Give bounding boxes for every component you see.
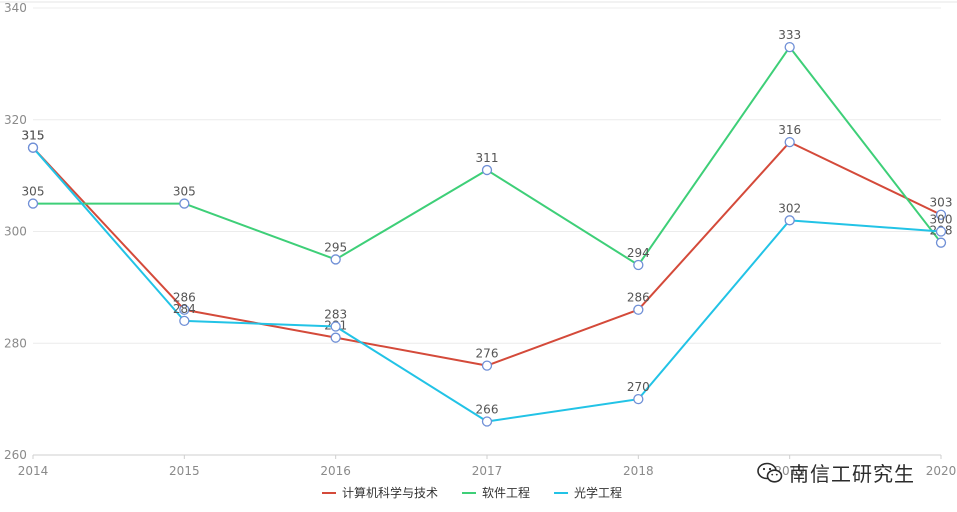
legend-label: 光学工程 xyxy=(574,485,622,500)
data-point xyxy=(330,321,341,332)
data-label: 311 xyxy=(476,151,499,165)
data-point xyxy=(633,304,644,315)
data-point xyxy=(784,215,795,226)
x-tick-label: 2018 xyxy=(623,464,654,478)
data-label: 315 xyxy=(22,129,45,143)
data-point xyxy=(633,393,644,405)
y-tick-label: 320 xyxy=(4,113,27,127)
data-point xyxy=(784,41,795,53)
data-label: 266 xyxy=(476,402,499,416)
data-point xyxy=(935,209,947,220)
data-label: 305 xyxy=(173,185,196,199)
data-label: 333 xyxy=(778,28,801,42)
series-line xyxy=(32,141,942,367)
data-point xyxy=(481,164,493,176)
grid-lines xyxy=(0,1,957,344)
series-3: 315 284 283 266 270 302 300 xyxy=(22,129,953,427)
x-tick-label: 2020 xyxy=(926,464,957,478)
data-point xyxy=(27,142,39,153)
data-point xyxy=(481,416,493,427)
x-tick-labels: 2014 2015 2016 2017 2018 2019 2020 xyxy=(18,464,957,478)
legend-label: 计算机科学与技术 xyxy=(342,485,438,500)
data-point xyxy=(935,226,947,237)
watermark: 南信工研究生 xyxy=(757,458,915,487)
y-tick-labels: 260 280 300 320 340 xyxy=(4,1,27,462)
data-label: 302 xyxy=(778,201,801,215)
legend-item-3[interactable]: 光学工程 xyxy=(554,485,622,500)
data-point xyxy=(330,254,341,265)
data-label: 305 xyxy=(22,185,45,199)
series-1: 315286281276286316303 xyxy=(22,123,953,371)
x-tick-label: 2017 xyxy=(472,464,503,478)
data-point xyxy=(179,315,190,327)
data-label: 286 xyxy=(627,291,650,305)
legend-item-1[interactable]: 计算机科学与技术 xyxy=(322,485,438,500)
data-point xyxy=(784,136,795,148)
y-tick-label: 300 xyxy=(4,225,27,239)
data-label: 286 xyxy=(173,291,196,305)
axes xyxy=(32,454,942,459)
series-lines: 3152862812762863163033053052953112943332… xyxy=(22,28,953,427)
legend-item-2[interactable]: 软件工程 xyxy=(462,485,530,500)
series-line xyxy=(32,147,942,423)
x-tick-label: 2014 xyxy=(18,464,49,478)
legend-label: 软件工程 xyxy=(482,485,530,500)
data-point xyxy=(633,259,644,271)
watermark-text: 南信工研究生 xyxy=(789,462,915,486)
data-point xyxy=(179,198,190,209)
data-label: 284 xyxy=(173,302,196,316)
data-point xyxy=(330,332,341,343)
y-tick-label: 280 xyxy=(4,336,27,350)
data-label: 283 xyxy=(324,307,347,321)
data-point xyxy=(27,198,39,209)
x-tick-label: 2015 xyxy=(169,464,200,478)
data-label: 303 xyxy=(930,196,953,210)
data-label: 276 xyxy=(476,347,499,361)
data-label: 300 xyxy=(930,213,953,227)
data-label: 316 xyxy=(778,123,801,137)
data-label: 295 xyxy=(324,240,347,254)
wechat-icon xyxy=(757,462,783,483)
y-tick-label: 340 xyxy=(4,1,27,15)
legend[interactable]: 计算机科学与技术 软件工程 光学工程 xyxy=(322,485,622,500)
x-tick-label: 2016 xyxy=(320,464,351,478)
y-tick-label: 260 xyxy=(4,448,27,462)
data-label: 270 xyxy=(627,380,650,394)
data-label: 294 xyxy=(627,246,650,260)
data-point xyxy=(481,360,493,371)
data-point xyxy=(179,304,190,315)
data-label: 315 xyxy=(22,129,45,143)
series-2: 305305295311294333298 xyxy=(22,28,952,271)
data-point xyxy=(935,237,947,248)
